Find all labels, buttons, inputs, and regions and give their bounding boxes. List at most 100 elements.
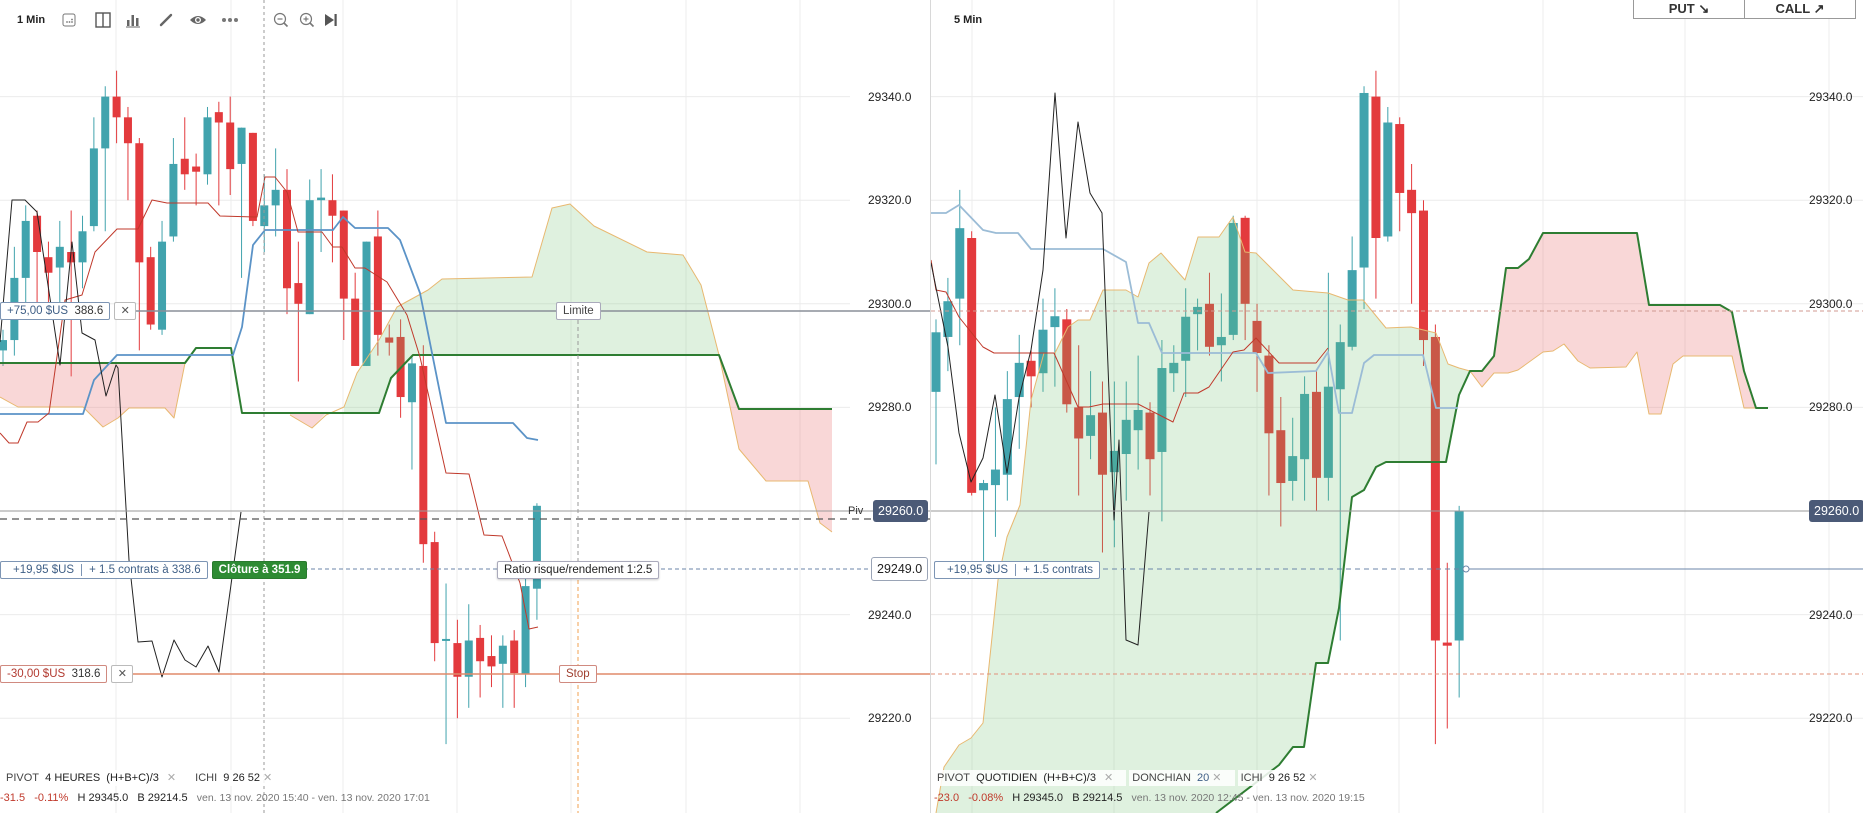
cancel-stop-loss-button[interactable]: ✕ [111, 665, 134, 683]
candle-bearish [487, 656, 496, 667]
remove-ichimoku-indicator-button[interactable]: ✕ [1308, 772, 1318, 784]
stop-loss-order-tag[interactable]: -30,00 $US 318.6 [0, 665, 108, 683]
stop-handle[interactable]: Stop [559, 665, 597, 683]
candle-bearish [1418, 210, 1428, 341]
candle-bullish [305, 200, 314, 315]
candle-bearish [1407, 189, 1417, 214]
put-button[interactable]: PUT ↘ [1634, 0, 1744, 18]
candle-bearish [1311, 391, 1321, 478]
candle-bearish [135, 143, 144, 263]
candle-bullish [1181, 316, 1191, 361]
price-axis-tick: 29280.0 [868, 400, 912, 415]
senkou-span-a-line [0, 362, 186, 428]
candle-bullish [943, 301, 953, 337]
zoom-in-icon[interactable] [298, 11, 316, 29]
candle-bearish [112, 96, 121, 118]
limit-handle[interactable]: Limite [556, 302, 601, 320]
timeframe-selector[interactable]: 5 Min [954, 14, 983, 26]
candle-bullish [1347, 270, 1357, 347]
candle-bearish [248, 132, 257, 221]
candlestick-chart-5min[interactable] [931, 0, 1863, 813]
senkou-span-b-line [0, 347, 832, 414]
candle-bullish [1300, 393, 1310, 460]
position-pnl: +19,95 $US [13, 564, 75, 576]
call-button[interactable]: CALL ↗ [1744, 0, 1855, 18]
candle-bullish [955, 228, 965, 299]
pivot-indicator-name: PIVOT [6, 772, 40, 784]
tenkan-sen-line [931, 259, 1329, 423]
candle-bullish [1169, 362, 1179, 374]
cancel-take-profit-button[interactable]: ✕ [114, 302, 137, 320]
remove-pivot-indicator-button[interactable]: ✕ [166, 772, 177, 784]
zoom-out-icon[interactable] [272, 11, 290, 29]
pivot-formula: (H+B+C)/3 [1043, 772, 1096, 784]
candle-bullish [1383, 122, 1393, 237]
pivot-period: QUOTIDIEN [976, 772, 1038, 784]
candle-bearish [1097, 412, 1107, 475]
candlestick-chart-1min[interactable] [0, 0, 930, 813]
separator [81, 563, 83, 576]
remove-ichimoku-indicator-button[interactable]: ✕ [262, 772, 273, 784]
price-axis-tick: 29240.0 [868, 607, 912, 622]
take-profit-row: +75,00 $US 388.6 ✕ [0, 302, 137, 320]
candle-bullish [931, 332, 941, 392]
candle-bearish [1145, 412, 1155, 460]
chikou-span-line [0, 199, 242, 678]
candle-bullish [1121, 419, 1131, 455]
ichimoku-cloud-bullish [936, 217, 1470, 813]
candle-bearish [192, 166, 201, 172]
candle-bullish [521, 586, 530, 675]
skip-to-end-icon[interactable] [322, 11, 340, 29]
price-axis-tick: 29300.0 [1809, 296, 1853, 311]
position-row: +19,95 $US + 1.5 contrats [934, 561, 1101, 579]
ohlc-stats: -31.5 -0.11% H 29345.0 B 29214.5 ven. 13… [0, 792, 430, 804]
timeframe-selector[interactable]: 1 Min [17, 14, 46, 26]
tenkan-sen-line [0, 176, 539, 630]
chart-pane-1min[interactable]: 1 Min 29340.0 29320.0 29300.0 29280.0 29240.… [0, 0, 930, 813]
chikou-span-line [931, 92, 1150, 646]
candle-bearish [146, 257, 155, 325]
grid-layout-icon[interactable] [60, 11, 78, 29]
candle-bearish [967, 238, 977, 493]
entry-price-badge: 29249.0 [871, 557, 929, 581]
position-tag[interactable]: +19,95 $US + 1.5 contrats à 338.6 [0, 561, 208, 579]
candle-bullish [169, 163, 178, 237]
bar-chart-icon[interactable] [124, 11, 142, 29]
remove-donchian-indicator-button[interactable]: ✕ [1212, 772, 1222, 784]
price-axis-tick: 29300.0 [868, 296, 912, 311]
chart-pane-5min[interactable]: 5 Min PUT ↘ CALL ↗ 29340.0 29320.0 29300.0… [930, 0, 1863, 813]
candle-bullish [498, 645, 507, 664]
candle-bullish [1014, 362, 1024, 398]
close-position-button[interactable]: Clôture à 351.9 [211, 561, 308, 579]
candle-bearish [430, 542, 439, 644]
take-profit-order-tag[interactable]: +75,00 $US 388.6 [0, 302, 111, 320]
candle-bearish [339, 210, 348, 299]
candle-bullish [532, 505, 541, 589]
candle-bullish [1050, 316, 1060, 328]
position-tag[interactable]: +19,95 $US + 1.5 contrats [934, 561, 1101, 579]
candle-bearish [419, 365, 428, 545]
price-axis-tick: 29280.0 [1809, 400, 1853, 415]
candle-bullish [362, 241, 371, 366]
candle-bearish [1204, 303, 1214, 347]
candle-bearish [385, 337, 394, 343]
candle-bearish [476, 637, 485, 662]
eye-icon[interactable] [189, 11, 207, 29]
ohlc-stats: -23.0 -0.08% H 29345.0 B 29214.5 ven. 13… [934, 792, 1365, 804]
price-change-percent: -0.08% [968, 792, 1004, 804]
risk-reward-ratio-tooltip: Ratio risque/rendement 1:2.5 [497, 561, 660, 579]
candle-bearish [1062, 319, 1072, 405]
chart-layer [931, 0, 1863, 813]
candle-bearish [453, 643, 462, 677]
remove-pivot-indicator-button[interactable]: ✕ [1103, 772, 1114, 784]
senkou-span-a-line [935, 216, 1756, 813]
candle-bearish [1371, 96, 1381, 239]
more-icon[interactable] [221, 11, 239, 29]
session-low: B 29214.5 [137, 792, 188, 804]
candle-bullish [237, 127, 246, 164]
split-view-icon[interactable] [94, 11, 112, 29]
candle-bullish [1133, 409, 1143, 431]
pencil-icon[interactable] [157, 11, 175, 29]
candle-bullish [442, 638, 451, 641]
candle-bullish [990, 469, 1000, 486]
